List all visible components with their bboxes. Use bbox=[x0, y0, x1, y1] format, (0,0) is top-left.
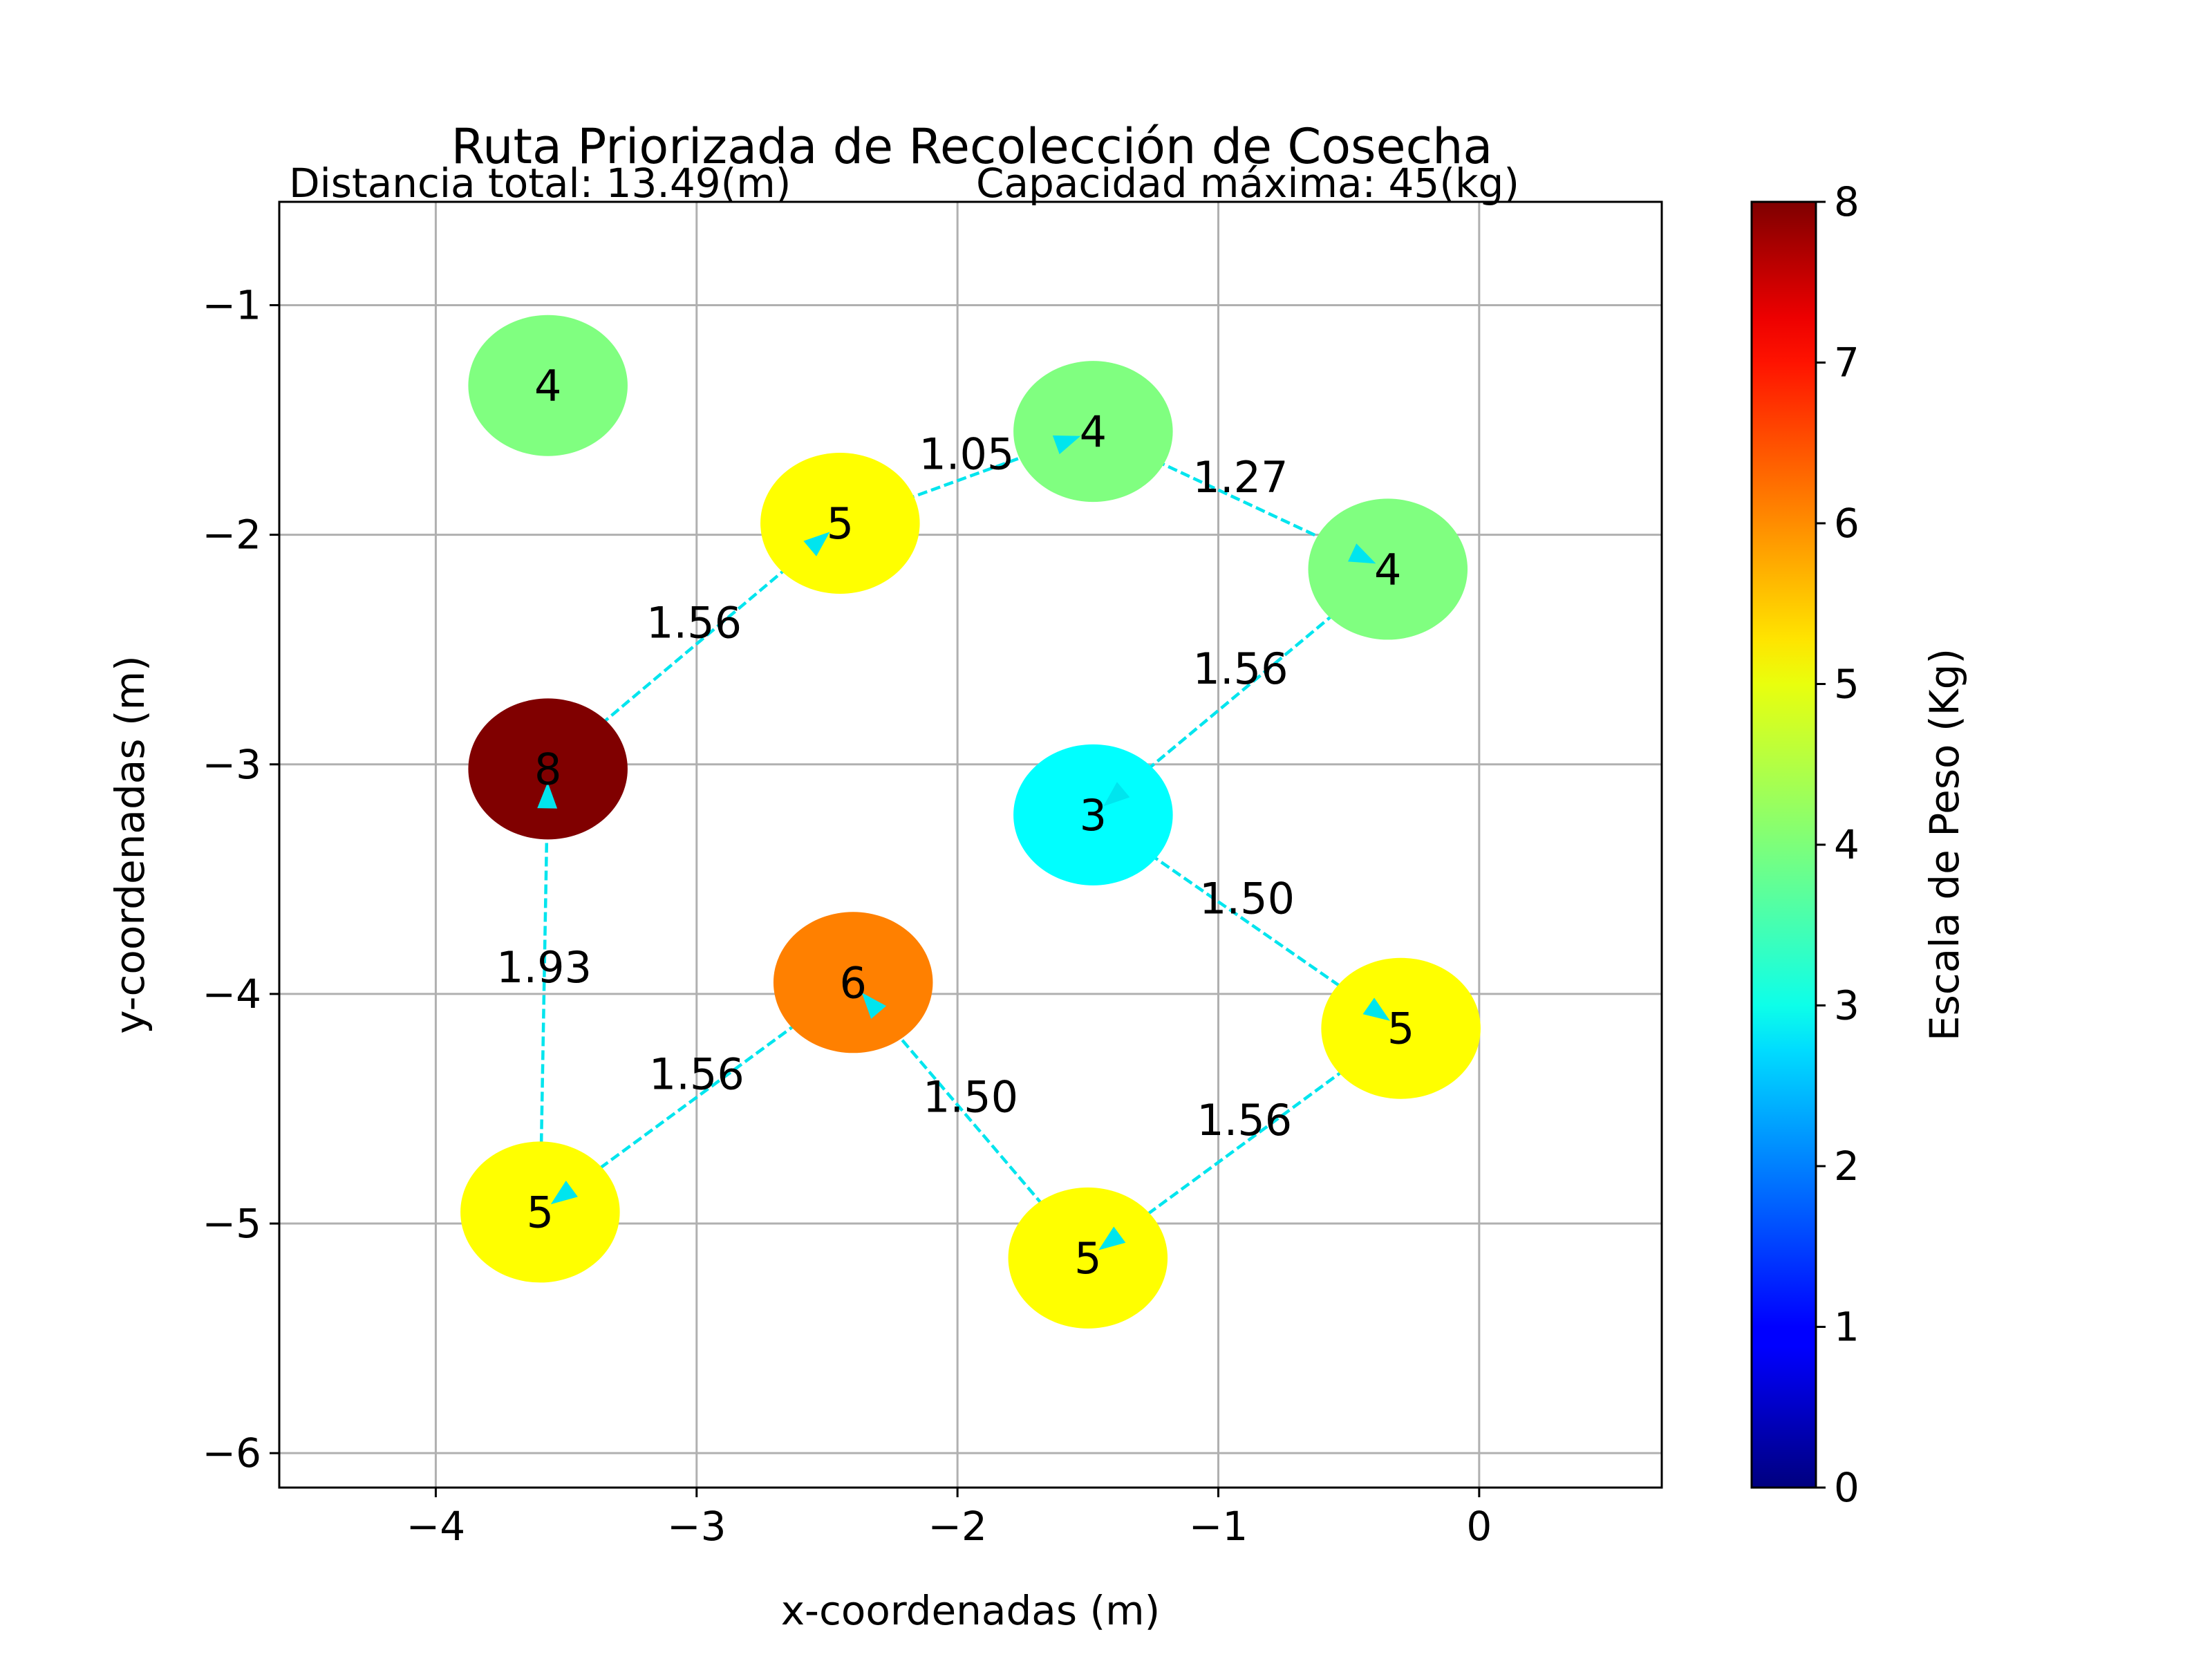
route-distance-label: 1.05 bbox=[919, 429, 1014, 480]
route-distance-label: 1.56 bbox=[646, 598, 742, 648]
colorbar-tick-label: 7 bbox=[1834, 339, 1859, 386]
route-distance-label: 1.50 bbox=[1199, 873, 1295, 924]
point-weight-label: 5 bbox=[1387, 1004, 1414, 1054]
y-tick-label: −6 bbox=[203, 1430, 262, 1477]
colorbar-label: Escala de Peso (Kg) bbox=[1921, 648, 1968, 1041]
route-arrowhead bbox=[1362, 997, 1390, 1021]
colorbar-tick-label: 6 bbox=[1834, 500, 1859, 547]
weight-point bbox=[468, 698, 628, 840]
chart-subtitle-right: Capacidad máxima: 45(kg) bbox=[976, 160, 1519, 207]
route-distance-label: 1.27 bbox=[1193, 452, 1288, 503]
colorbar-tick-label: 1 bbox=[1834, 1304, 1859, 1351]
x-tick-label: −1 bbox=[1189, 1503, 1248, 1550]
x-tick-label: −4 bbox=[406, 1503, 466, 1550]
point-weight-label: 6 bbox=[839, 957, 866, 1008]
colorbar-tick-label: 0 bbox=[1834, 1464, 1859, 1511]
route-arrowhead bbox=[1098, 1226, 1126, 1250]
point-weight-label: 4 bbox=[1374, 544, 1401, 594]
x-axis-ticks: −4 −3 −2 −1 0 bbox=[406, 1488, 1492, 1550]
point-weight-label: 8 bbox=[534, 744, 561, 794]
colorbar-tick-label: 8 bbox=[1834, 178, 1859, 225]
route-arrowhead bbox=[1103, 782, 1130, 807]
weight-point bbox=[1308, 498, 1468, 640]
x-tick-label: 0 bbox=[1466, 1503, 1492, 1550]
colorbar-tick-label: 3 bbox=[1834, 982, 1859, 1029]
route-arrowhead bbox=[537, 782, 558, 809]
route-arrowhead bbox=[803, 532, 830, 556]
x-tick-label: −2 bbox=[928, 1503, 987, 1550]
weight-point bbox=[760, 453, 920, 594]
route-distance-label: 1.50 bbox=[923, 1072, 1018, 1123]
weight-point bbox=[460, 1141, 620, 1283]
y-tick-label: −5 bbox=[203, 1200, 262, 1247]
points-layer bbox=[460, 315, 1481, 1329]
route-distance-label: 1.56 bbox=[1193, 644, 1288, 694]
route-arrowhead bbox=[550, 1181, 578, 1205]
weight-point bbox=[468, 315, 628, 456]
point-weight-label: 4 bbox=[534, 361, 561, 411]
y-tick-label: −4 bbox=[203, 971, 262, 1018]
point-weight-label: 5 bbox=[827, 498, 854, 549]
weight-point bbox=[773, 912, 933, 1053]
labels-layer: 1.50 1.56 1.50 1.56 1.93 1.56 1.05 1.27 1.56 4 4 5 4… bbox=[496, 361, 1414, 1284]
colorbar-tick-label: 5 bbox=[1834, 661, 1859, 708]
point-weight-label: 5 bbox=[1074, 1233, 1101, 1284]
y-axis-ticks: −1 −2 −3 −4 −5 −6 bbox=[203, 281, 279, 1477]
y-tick-label: −1 bbox=[203, 281, 262, 328]
colorbar-ticks: 0 1 2 3 4 5 6 7 8 bbox=[1816, 178, 1859, 1511]
y-tick-label: −2 bbox=[203, 512, 262, 559]
chart-title: Ruta Priorizada de Recolección de Cosech… bbox=[451, 118, 1493, 175]
plot-frame bbox=[278, 200, 1663, 1489]
route-distance-label: 1.56 bbox=[1197, 1095, 1292, 1145]
route-arrowhead bbox=[1348, 543, 1376, 564]
weight-point bbox=[1013, 744, 1173, 885]
colorbar-tick-label: 2 bbox=[1834, 1143, 1859, 1190]
point-weight-label: 3 bbox=[1080, 790, 1107, 841]
weight-point bbox=[1008, 1187, 1168, 1329]
y-axis-label: y-coordenadas (m) bbox=[106, 655, 153, 1034]
route-arrowhead bbox=[861, 992, 887, 1020]
colorbar bbox=[1750, 200, 1817, 1489]
route-distance-label: 1.93 bbox=[496, 942, 592, 993]
colorbar-tick-label: 4 bbox=[1834, 821, 1859, 868]
route-distance-label: 1.56 bbox=[649, 1049, 744, 1099]
point-weight-label: 5 bbox=[527, 1187, 554, 1237]
weight-point bbox=[1321, 957, 1481, 1099]
x-axis-label: x-coordenadas (m) bbox=[781, 1587, 1161, 1634]
chart-subtitle-left: Distancia total: 13.49(m) bbox=[289, 160, 791, 207]
point-weight-label: 4 bbox=[1080, 406, 1107, 457]
y-tick-label: −3 bbox=[203, 741, 262, 788]
route-arrowhead bbox=[1052, 435, 1081, 455]
weight-point bbox=[1013, 361, 1173, 503]
route-arrowheads bbox=[537, 435, 1390, 1250]
x-tick-label: −3 bbox=[667, 1503, 727, 1550]
